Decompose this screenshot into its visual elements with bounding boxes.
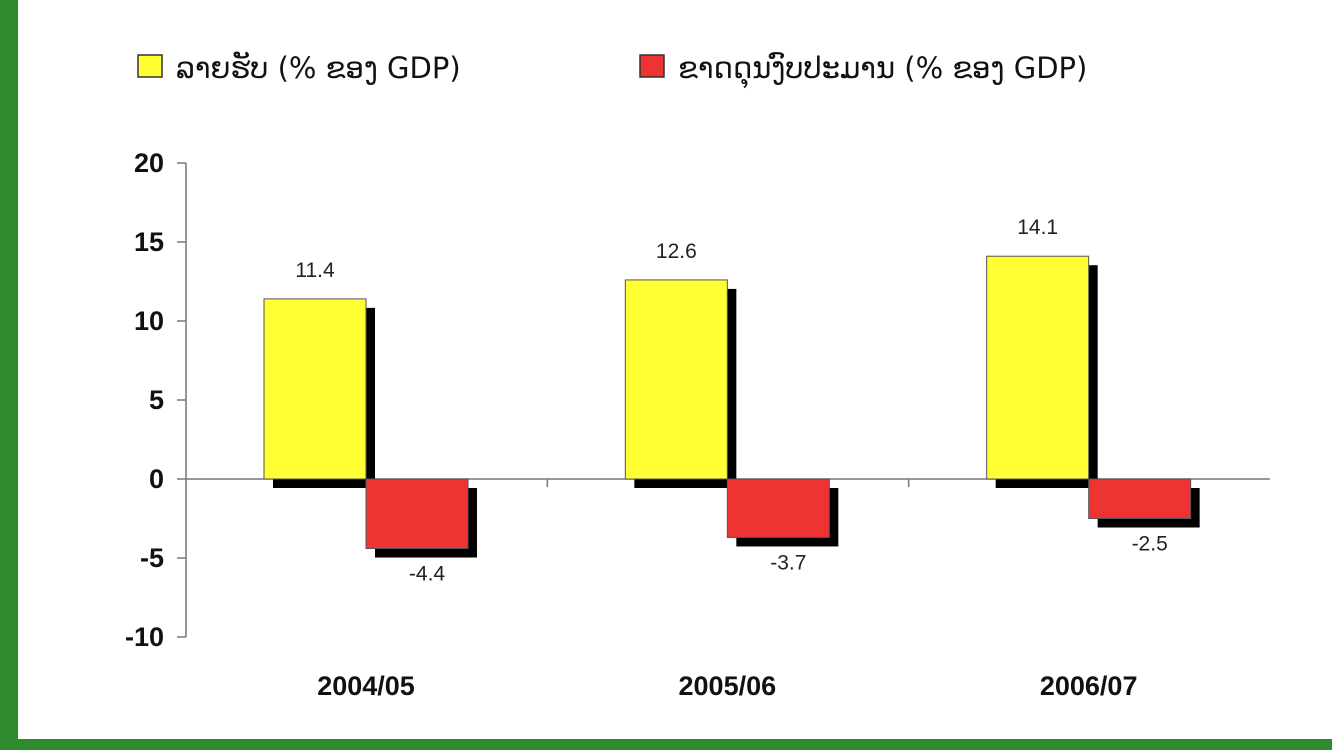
bar-series-2 (726, 478, 830, 538)
x-category-label: 2004/05 (317, 671, 415, 701)
axes: 20 15 10 5 0 -5 -10 2004/05 2005/06 2006/07 (125, 148, 1270, 701)
data-labels: 11.4 -4.4 12.6 -3.7 14.1 -2.5 (295, 216, 1167, 585)
data-label: -4.4 (409, 563, 446, 586)
data-label: 14.1 (1017, 216, 1058, 239)
bar-series-2 (1088, 478, 1192, 519)
y-tick-label: -5 (140, 543, 164, 573)
legend-swatch-series-1 (137, 54, 163, 78)
y-tick-label: 5 (149, 385, 164, 415)
legend-label-series-2: ຂາດດຸນງົບປະມານ (% ຂອງ GDP) (678, 51, 1087, 89)
data-label: -3.7 (770, 551, 806, 574)
frame-left-border (0, 0, 18, 750)
bars (263, 255, 1200, 558)
data-label: 12.6 (656, 240, 697, 263)
data-label: 11.4 (295, 259, 335, 282)
y-tick-label: 20 (134, 148, 164, 178)
y-tick-label: 10 (134, 306, 164, 336)
y-tick-label: 15 (134, 227, 164, 257)
bar-series-1 (986, 255, 1090, 480)
legend-swatch-series-2 (639, 54, 665, 78)
y-tick-label: -10 (125, 622, 164, 652)
legend-label-series-1: ລາຍຮັບ (% ຂອງ GDP) (176, 51, 461, 85)
bar-series-2 (365, 478, 469, 550)
y-tick-label: 0 (149, 464, 164, 494)
data-label: -2.5 (1132, 533, 1168, 556)
bar-series-1 (624, 279, 728, 480)
x-category-label: 2006/07 (1040, 671, 1138, 701)
bar-series-1 (263, 298, 367, 480)
legend: ລາຍຮັບ (% ຂອງ GDP) ຂາດດຸນງົບປະມານ (% ຂອງ… (137, 51, 1087, 89)
frame-bottom-border (0, 739, 1332, 750)
x-category-label: 2005/06 (679, 671, 777, 701)
